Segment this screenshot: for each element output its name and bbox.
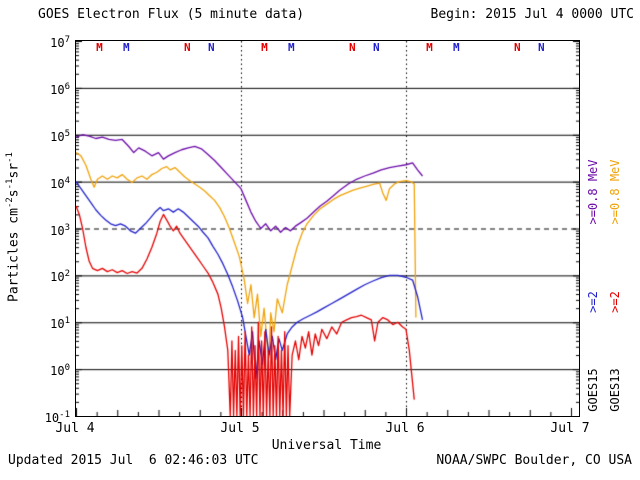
satellite-noon-marker: N [537,41,545,54]
y-tick-label: 102 [50,269,70,285]
x-axis-title: Universal Time [271,438,382,453]
satellite-noon-marker: N [184,41,191,54]
y-tick-label: 104 [50,175,70,191]
y-tick-label: 101 [50,316,70,332]
x-tick-label: Jul 6 [385,421,425,436]
source-attribution: NOAA/SWPC Boulder, CO USA [436,453,632,468]
y-tick-label: 106 [50,81,70,97]
satellite-midnight-marker: M [122,41,130,54]
x-tick-label: Jul 4 [55,421,95,436]
satellite-midnight-marker: M [426,41,433,54]
satellite-midnight-marker: M [452,41,460,54]
legend-goes15-e08: >=0.8 MeV [586,159,600,225]
legend-goes15-label: GOES15 [586,368,600,412]
y-tick-label: 107 [50,35,70,50]
page-title: GOES Electron Flux (5 minute data) [38,7,305,22]
satellite-midnight-marker: M [261,41,268,54]
plot-area [75,40,580,417]
satellite-noon-marker: N [207,41,215,54]
y-tick-label: 100 [50,363,70,379]
y-tick-label: 105 [50,128,70,144]
legend-goes13-label: GOES13 [608,368,622,412]
begin-time-label: Begin: 2015 Jul 4 0000 UTC [430,7,635,22]
updated-timestamp: Updated 2015 Jul 6 02:46:03 UTC [8,453,259,468]
legend-goes13-e2: >=2 [608,291,622,313]
x-tick-label: Jul 5 [220,421,260,436]
satellite-noon-marker: N [514,41,521,54]
flux-chart-canvas [76,41,579,416]
y-tick-label: 103 [50,222,70,238]
x-tick-label: Jul 7 [550,421,590,436]
satellite-noon-marker: N [372,41,380,54]
y-tick-label: 10-1 [44,410,70,425]
legend-goes13-e08: >=0.8 MeV [608,159,622,225]
satellite-midnight-marker: M [96,41,103,54]
legend-goes15-e2: >=2 [586,291,600,313]
y-axis-title: Particles cm-2s-1sr-1 [5,152,22,302]
satellite-noon-marker: N [349,41,356,54]
satellite-midnight-marker: M [287,41,295,54]
